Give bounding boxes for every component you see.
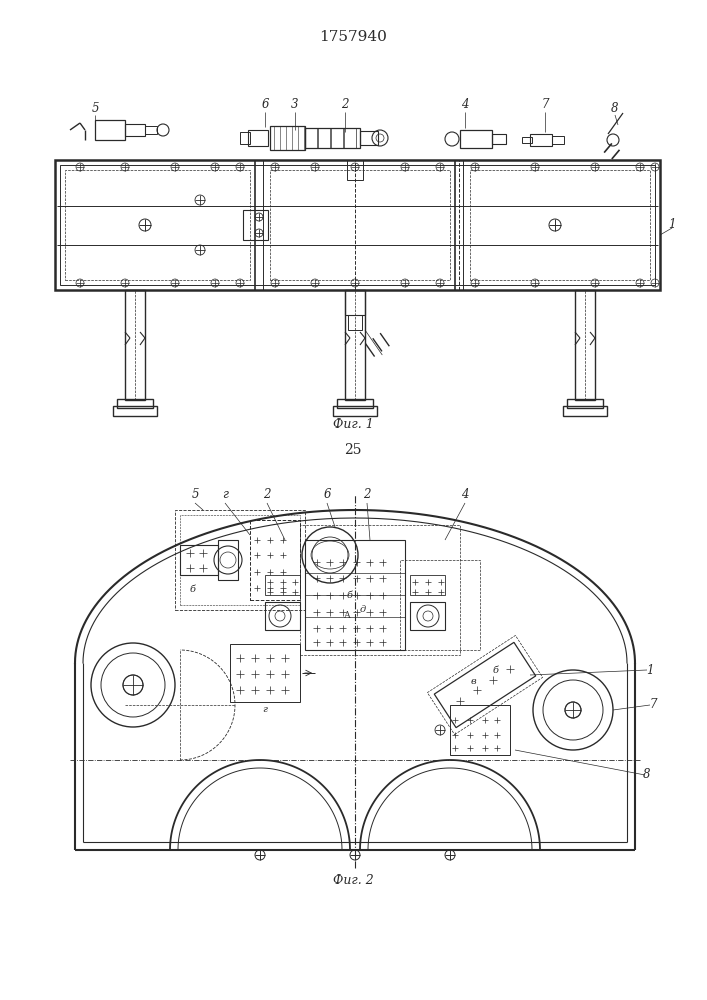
Bar: [240, 132, 250, 144]
Text: 8: 8: [643, 768, 650, 782]
Bar: [125, 124, 145, 136]
Bar: [348, 315, 362, 330]
Bar: [243, 210, 268, 240]
Bar: [575, 290, 595, 400]
Bar: [65, 170, 250, 280]
Bar: [117, 399, 153, 408]
Bar: [265, 602, 300, 630]
Text: 7: 7: [542, 99, 549, 111]
Bar: [345, 290, 365, 400]
Bar: [360, 131, 378, 145]
Text: б: б: [190, 585, 196, 594]
Bar: [180, 545, 218, 575]
Text: 1: 1: [646, 664, 654, 676]
Bar: [55, 160, 660, 290]
Text: 6: 6: [323, 488, 331, 502]
Text: А: А: [344, 610, 351, 619]
Bar: [567, 399, 603, 408]
Bar: [530, 134, 552, 146]
Text: 1: 1: [668, 219, 676, 232]
Text: 4: 4: [461, 99, 469, 111]
Bar: [248, 130, 268, 146]
Text: г: г: [262, 706, 267, 714]
Bar: [270, 170, 450, 280]
Bar: [450, 705, 510, 755]
Bar: [145, 126, 157, 134]
Bar: [95, 120, 125, 140]
Bar: [410, 575, 445, 595]
Bar: [113, 406, 157, 416]
Text: д: д: [360, 605, 366, 614]
Bar: [180, 515, 300, 605]
Bar: [60, 165, 655, 285]
Text: 2: 2: [263, 488, 271, 502]
Bar: [563, 406, 607, 416]
Bar: [344, 128, 356, 148]
Bar: [460, 130, 492, 148]
Bar: [318, 128, 330, 148]
Bar: [305, 128, 360, 148]
Bar: [400, 560, 480, 650]
Bar: [250, 520, 300, 600]
Bar: [337, 399, 373, 408]
Bar: [347, 160, 363, 180]
Bar: [270, 126, 305, 150]
Bar: [331, 128, 343, 148]
Bar: [305, 128, 317, 148]
Text: б: б: [347, 590, 353, 599]
Text: Фиг. 2: Фиг. 2: [332, 874, 373, 886]
Bar: [125, 290, 145, 400]
Text: 1757940: 1757940: [319, 30, 387, 44]
Text: Фиг. 1: Фиг. 1: [332, 418, 373, 432]
Text: б: б: [493, 666, 498, 675]
Text: в: в: [471, 677, 477, 686]
Bar: [175, 510, 305, 610]
Bar: [305, 540, 405, 650]
Text: 7: 7: [649, 698, 657, 712]
Bar: [300, 525, 460, 655]
Text: 5: 5: [192, 488, 199, 502]
Bar: [410, 602, 445, 630]
Bar: [345, 290, 365, 315]
Text: 4: 4: [461, 488, 469, 502]
Bar: [265, 575, 300, 595]
Bar: [552, 136, 564, 144]
Text: г: г: [222, 488, 228, 502]
Bar: [218, 540, 238, 580]
Bar: [492, 134, 506, 144]
Text: 8: 8: [612, 102, 619, 114]
Text: 25: 25: [344, 443, 362, 457]
Bar: [230, 644, 300, 702]
Text: 2: 2: [363, 488, 370, 502]
Text: 6: 6: [262, 99, 269, 111]
Bar: [470, 170, 650, 280]
Text: 2: 2: [341, 99, 349, 111]
Bar: [522, 137, 532, 143]
Bar: [333, 406, 377, 416]
Text: 5: 5: [91, 102, 99, 114]
Text: 3: 3: [291, 99, 299, 111]
